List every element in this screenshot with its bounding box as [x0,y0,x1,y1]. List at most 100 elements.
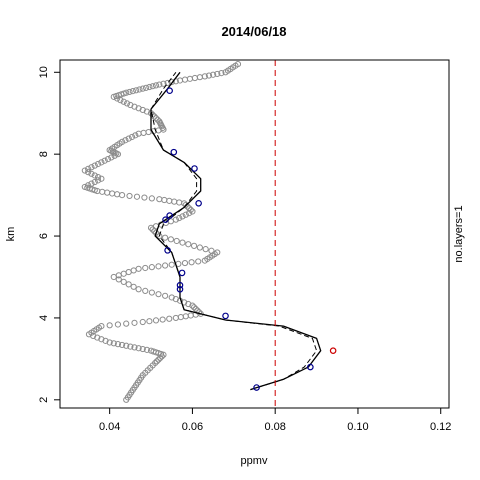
layer-point [170,148,178,156]
observation-point [114,321,122,328]
observation-point [156,232,163,240]
observation-point [148,264,155,271]
observation-point [126,192,133,200]
observation-point [190,304,198,311]
fit-line [150,71,322,391]
observation-point [149,83,156,90]
observation-point [114,191,121,198]
observation-point [85,169,92,176]
layer-point [162,216,169,223]
observation-point [135,265,142,272]
y-axis-label: km [5,227,17,242]
observation-point [146,318,153,325]
layer-point [195,199,202,207]
observation-point [205,72,213,79]
x-axis-label: ppmv [241,455,268,467]
observation-point [176,199,183,206]
observation-point [182,201,189,209]
observation-point [182,313,189,320]
observation-point [190,242,198,249]
observation-point [234,60,242,68]
y-tick-label: 4 [38,315,50,321]
observation-point [145,128,152,136]
observation-point [179,239,186,246]
observation-point [123,320,130,327]
observation-point [164,79,171,87]
observation-point [152,317,160,324]
observation-point [173,237,180,245]
observation-point [129,88,136,95]
observation-point [118,192,126,199]
observation-point [191,74,199,82]
observation-point [118,341,126,349]
observation-point [218,70,225,77]
observation-point [182,211,189,218]
observation-point [91,162,98,169]
observation-point [210,71,217,78]
observation-point [94,160,102,168]
x-axis: 0.04 0.06 0.08 0.10 0.12 [99,408,451,433]
observation-point [185,241,192,248]
observation-point [214,70,221,78]
layer-point [191,165,198,172]
observation-point [167,236,175,243]
observation-point [148,195,155,202]
observation-point [99,188,106,195]
observation-point [81,183,88,191]
layer-point [166,212,173,219]
outlier-layer [329,347,337,354]
observation-point [110,273,117,281]
observation-point [133,87,140,94]
observation-point [91,172,98,179]
observation-point [98,159,105,166]
observation-point [143,346,151,353]
observation-point [110,340,117,347]
observation-point [120,278,127,286]
observation-point [142,264,149,272]
layer-point [166,87,173,95]
observation-point [122,137,129,144]
observation-point [125,281,132,288]
observation-point [154,116,161,123]
observation-point [91,178,98,186]
observation-point [195,258,202,265]
observation-point [149,111,156,118]
observation-point [168,261,175,268]
observation-point [179,213,186,220]
observation-point [142,84,150,91]
observation-point [88,164,95,171]
observation-point [130,267,137,274]
observation-point [114,341,122,348]
observation-point [172,314,179,322]
observation-point [118,138,126,145]
x-tick-label: 0.12 [430,421,451,433]
observation-point [147,347,155,354]
observation-point [135,345,142,352]
observations-layer [81,60,242,403]
x-tick-label: 0.08 [264,421,285,433]
observation-point [104,189,111,196]
layer-point [164,247,171,254]
observation-point [146,83,153,91]
observation-point [187,312,194,319]
observation-point [108,154,115,161]
observation-point [155,291,162,298]
observation-point [120,270,127,277]
observation-point [156,196,163,203]
observation-point [149,226,156,233]
layer-point [253,384,260,391]
observation-point [152,82,160,89]
outlier-point [329,347,337,354]
observation-point [162,262,169,269]
observation-point [162,292,169,299]
observation-point [168,294,175,301]
observation-point [98,323,105,330]
observation-point [101,157,108,164]
observation-point [98,175,105,182]
x-tick-label: 0.10 [347,421,368,433]
observation-point [94,177,102,184]
observation-point [135,286,142,293]
x-tick-label: 0.04 [99,421,120,433]
observation-point [85,182,92,189]
observation-point [159,316,166,323]
